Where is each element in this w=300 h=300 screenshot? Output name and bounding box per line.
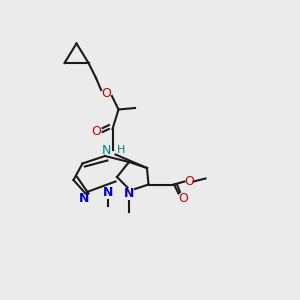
Text: O: O	[178, 191, 188, 205]
Text: N: N	[102, 143, 111, 157]
Text: O: O	[184, 175, 194, 188]
Text: H: H	[117, 145, 125, 155]
Text: O: O	[102, 86, 111, 100]
Text: O: O	[91, 125, 101, 139]
Text: N: N	[124, 187, 134, 200]
Text: N: N	[79, 191, 89, 205]
Text: N: N	[103, 185, 113, 199]
